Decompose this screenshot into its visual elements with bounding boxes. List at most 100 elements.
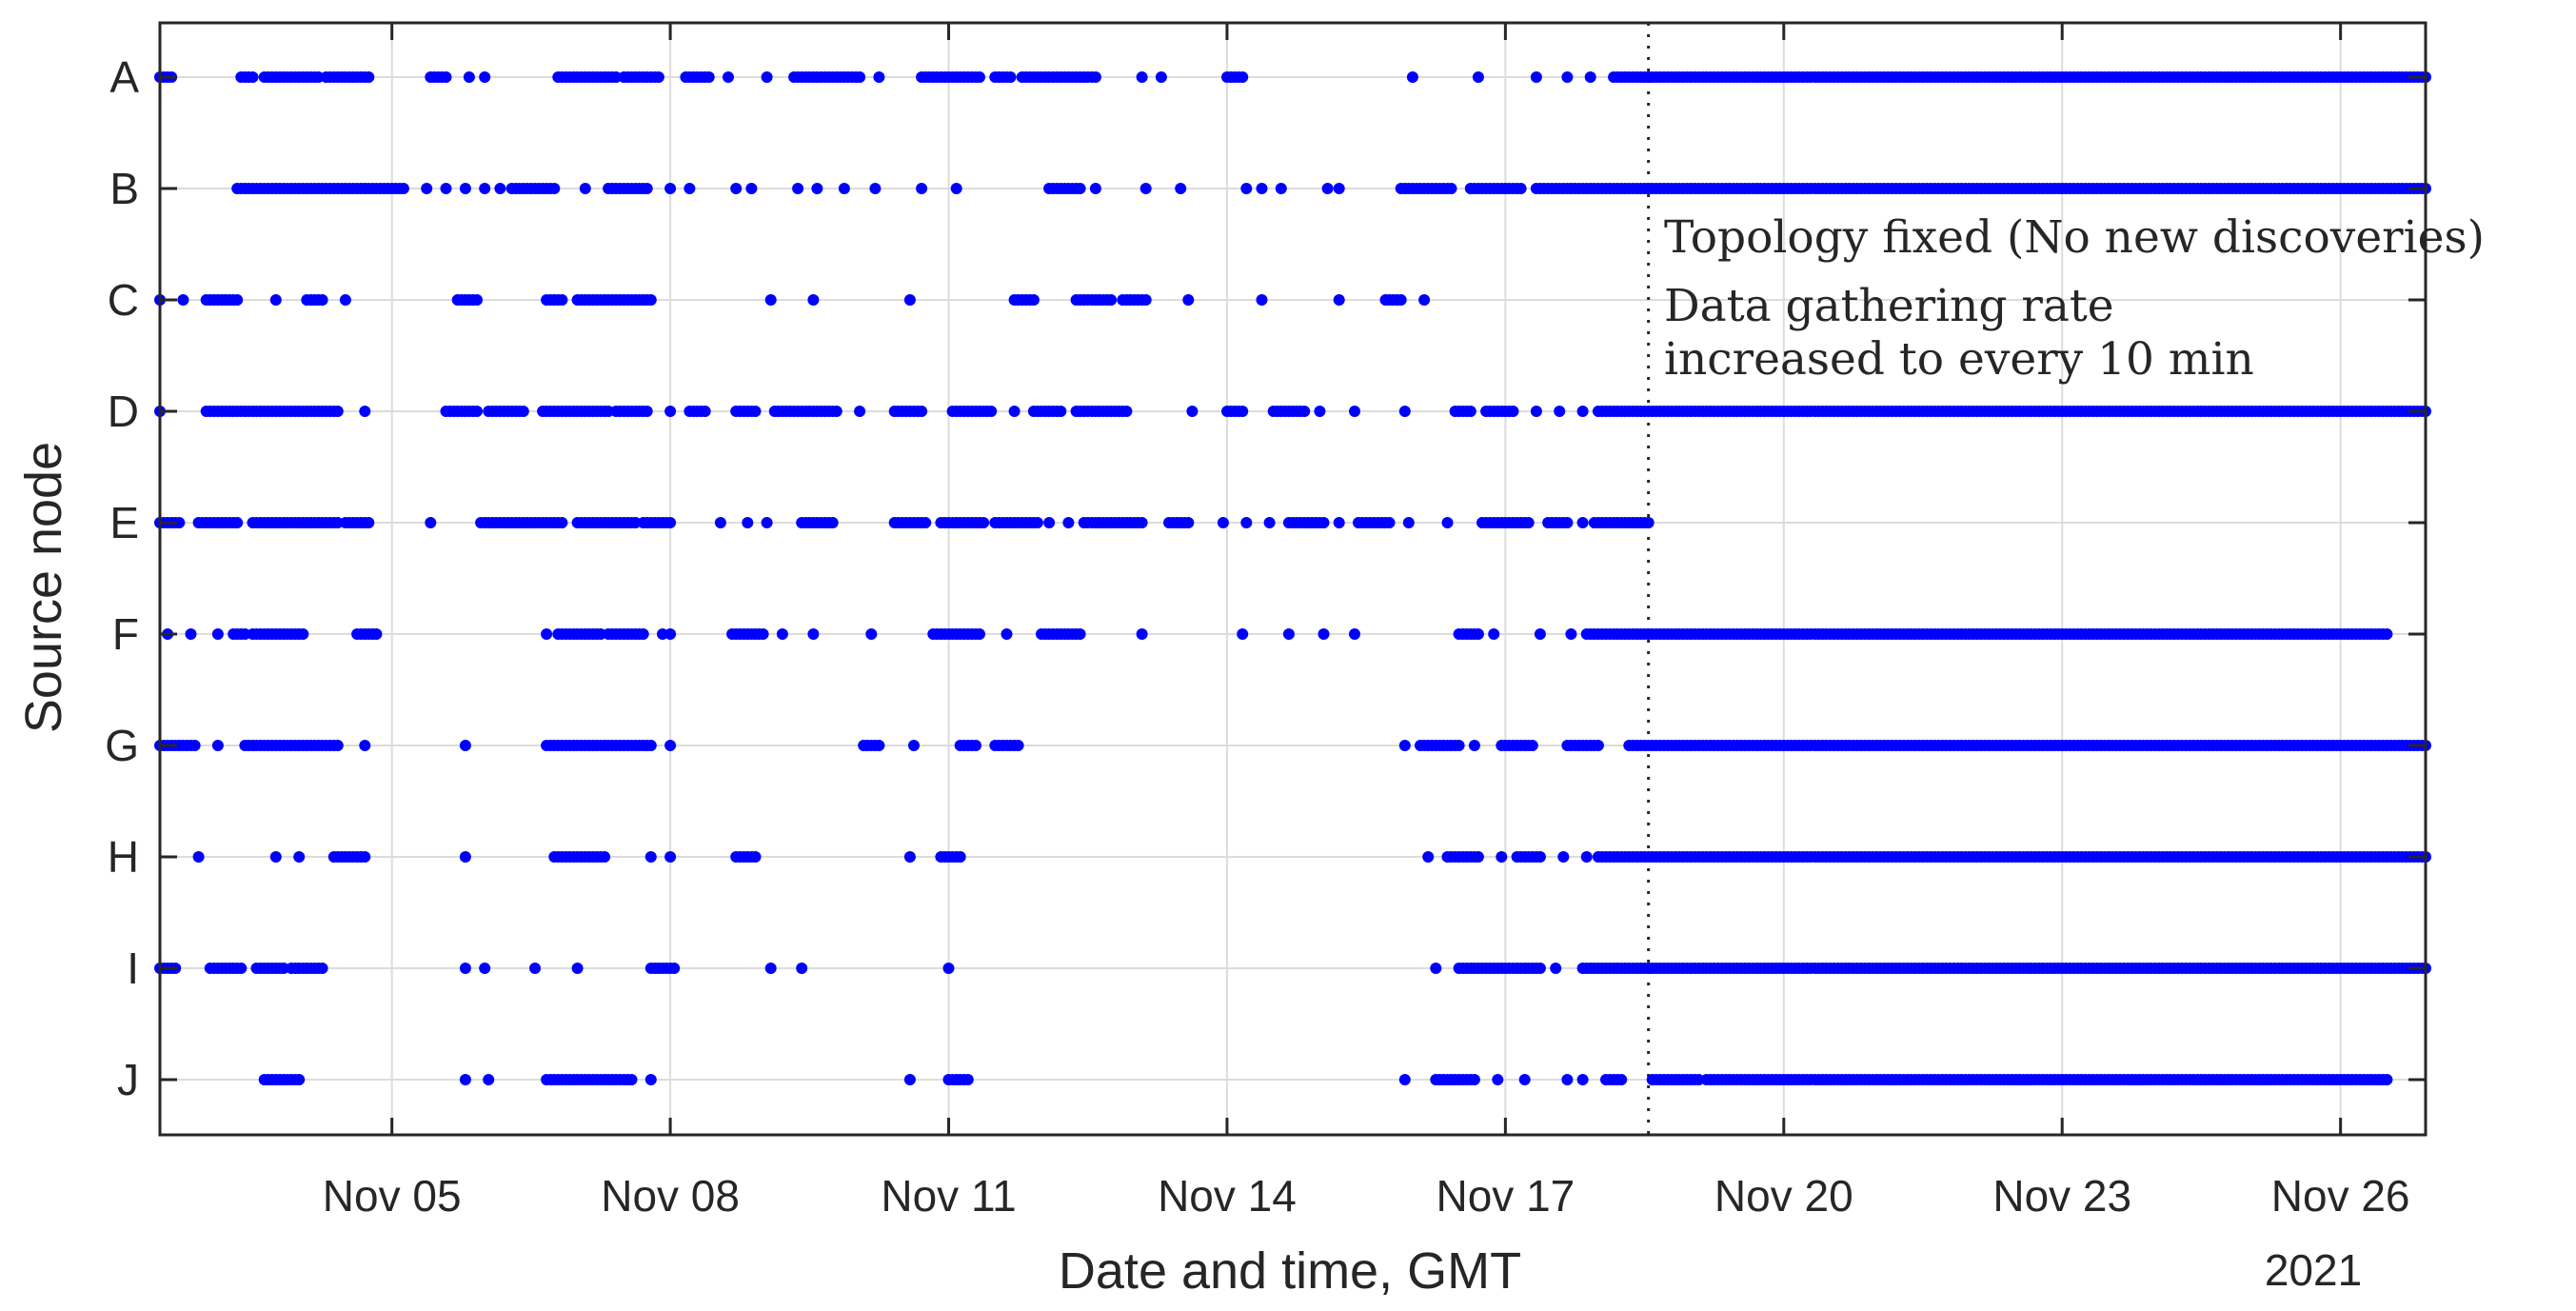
data-point (1383, 517, 1396, 528)
data-point (293, 851, 306, 863)
data-point (1237, 71, 1249, 83)
data-point (1175, 183, 1187, 194)
x-axis-title: Date and time, GMT (1059, 1242, 1521, 1300)
data-point (1055, 406, 1067, 417)
data-point (1349, 406, 1360, 417)
series-b (231, 183, 2431, 194)
data-point (359, 740, 371, 751)
data-point (610, 71, 623, 83)
data-point (1136, 517, 1148, 528)
data-point (652, 71, 664, 83)
data-point (459, 851, 471, 863)
data-point (761, 517, 773, 528)
data-point (954, 851, 966, 863)
data-point (664, 851, 677, 863)
y-axis-title: Source node (15, 442, 72, 733)
data-point (1027, 294, 1040, 306)
data-point (1398, 740, 1411, 751)
data-point (425, 517, 437, 528)
data-point (1237, 628, 1249, 640)
data-point (1472, 851, 1484, 863)
x-tick-label: Nov 26 (2271, 1171, 2410, 1221)
data-point (1615, 1074, 1628, 1085)
data-point (807, 628, 820, 640)
data-point (1518, 1074, 1531, 1085)
data-point (541, 628, 553, 640)
data-point (235, 963, 248, 974)
y-tick-label-i: I (127, 944, 139, 993)
data-point (985, 406, 998, 417)
data-point (247, 71, 259, 83)
data-point (331, 740, 344, 751)
data-point (1012, 740, 1024, 751)
y-tick-label-j: J (117, 1055, 139, 1104)
y-tick-label-g: G (105, 721, 139, 770)
data-point (440, 71, 452, 83)
data-point (1186, 406, 1199, 417)
data-point (703, 71, 715, 83)
data-point (1557, 851, 1570, 863)
data-point (1105, 294, 1118, 306)
data-point (1089, 71, 1101, 83)
x-tick-label: Nov 17 (1437, 1171, 1575, 1221)
data-point (1333, 183, 1345, 194)
data-point (1576, 1074, 1589, 1085)
data-point (869, 183, 882, 194)
data-point (316, 963, 328, 974)
series-d (154, 406, 2431, 417)
data-point (903, 851, 916, 863)
data-point (761, 71, 773, 83)
y-tick-label-f: F (112, 609, 139, 659)
data-point (440, 183, 452, 194)
data-point (211, 628, 224, 640)
data-point (796, 963, 808, 974)
data-point (471, 294, 483, 306)
data-point (231, 294, 244, 306)
data-point (757, 628, 769, 640)
x-tick-label: Nov 05 (323, 1171, 462, 1221)
data-point (556, 294, 568, 306)
data-point (556, 517, 568, 528)
data-point (370, 628, 383, 640)
data-point (359, 406, 371, 417)
series-g (154, 740, 2431, 751)
data-point (1642, 517, 1655, 528)
axes-frame (158, 21, 2427, 1137)
data-point (471, 406, 483, 417)
data-point (1402, 517, 1415, 528)
data-point (1534, 628, 1546, 640)
data-point (664, 183, 677, 194)
annotation-topology: Topology fixed (No new discoveries) (1664, 211, 2485, 264)
data-point (1522, 517, 1535, 528)
data-point (1418, 294, 1431, 306)
data-point (916, 406, 928, 417)
data-point (1298, 406, 1311, 417)
data-point (1182, 294, 1195, 306)
data-point (1472, 71, 1484, 83)
data-point (1580, 851, 1593, 863)
data-point (1062, 517, 1075, 528)
data-point (1217, 517, 1229, 528)
data-point (173, 517, 186, 528)
data-point (745, 183, 758, 194)
data-point (1120, 406, 1133, 417)
data-point (714, 517, 726, 528)
data-point (742, 517, 754, 528)
data-point (854, 71, 866, 83)
data-point (668, 963, 681, 974)
series-c (154, 294, 1431, 306)
data-point (331, 406, 344, 417)
data-point (188, 740, 201, 751)
data-point (903, 1074, 916, 1085)
data-point (838, 183, 850, 194)
data-point (1576, 517, 1589, 528)
data-point (1031, 517, 1043, 528)
data-point (1576, 406, 1589, 417)
data-point (1139, 183, 1152, 194)
data-point (641, 183, 653, 194)
y-tick-label-d: D (108, 387, 139, 436)
data-point (1445, 183, 1457, 194)
data-point (297, 628, 309, 640)
data-point (637, 628, 649, 640)
